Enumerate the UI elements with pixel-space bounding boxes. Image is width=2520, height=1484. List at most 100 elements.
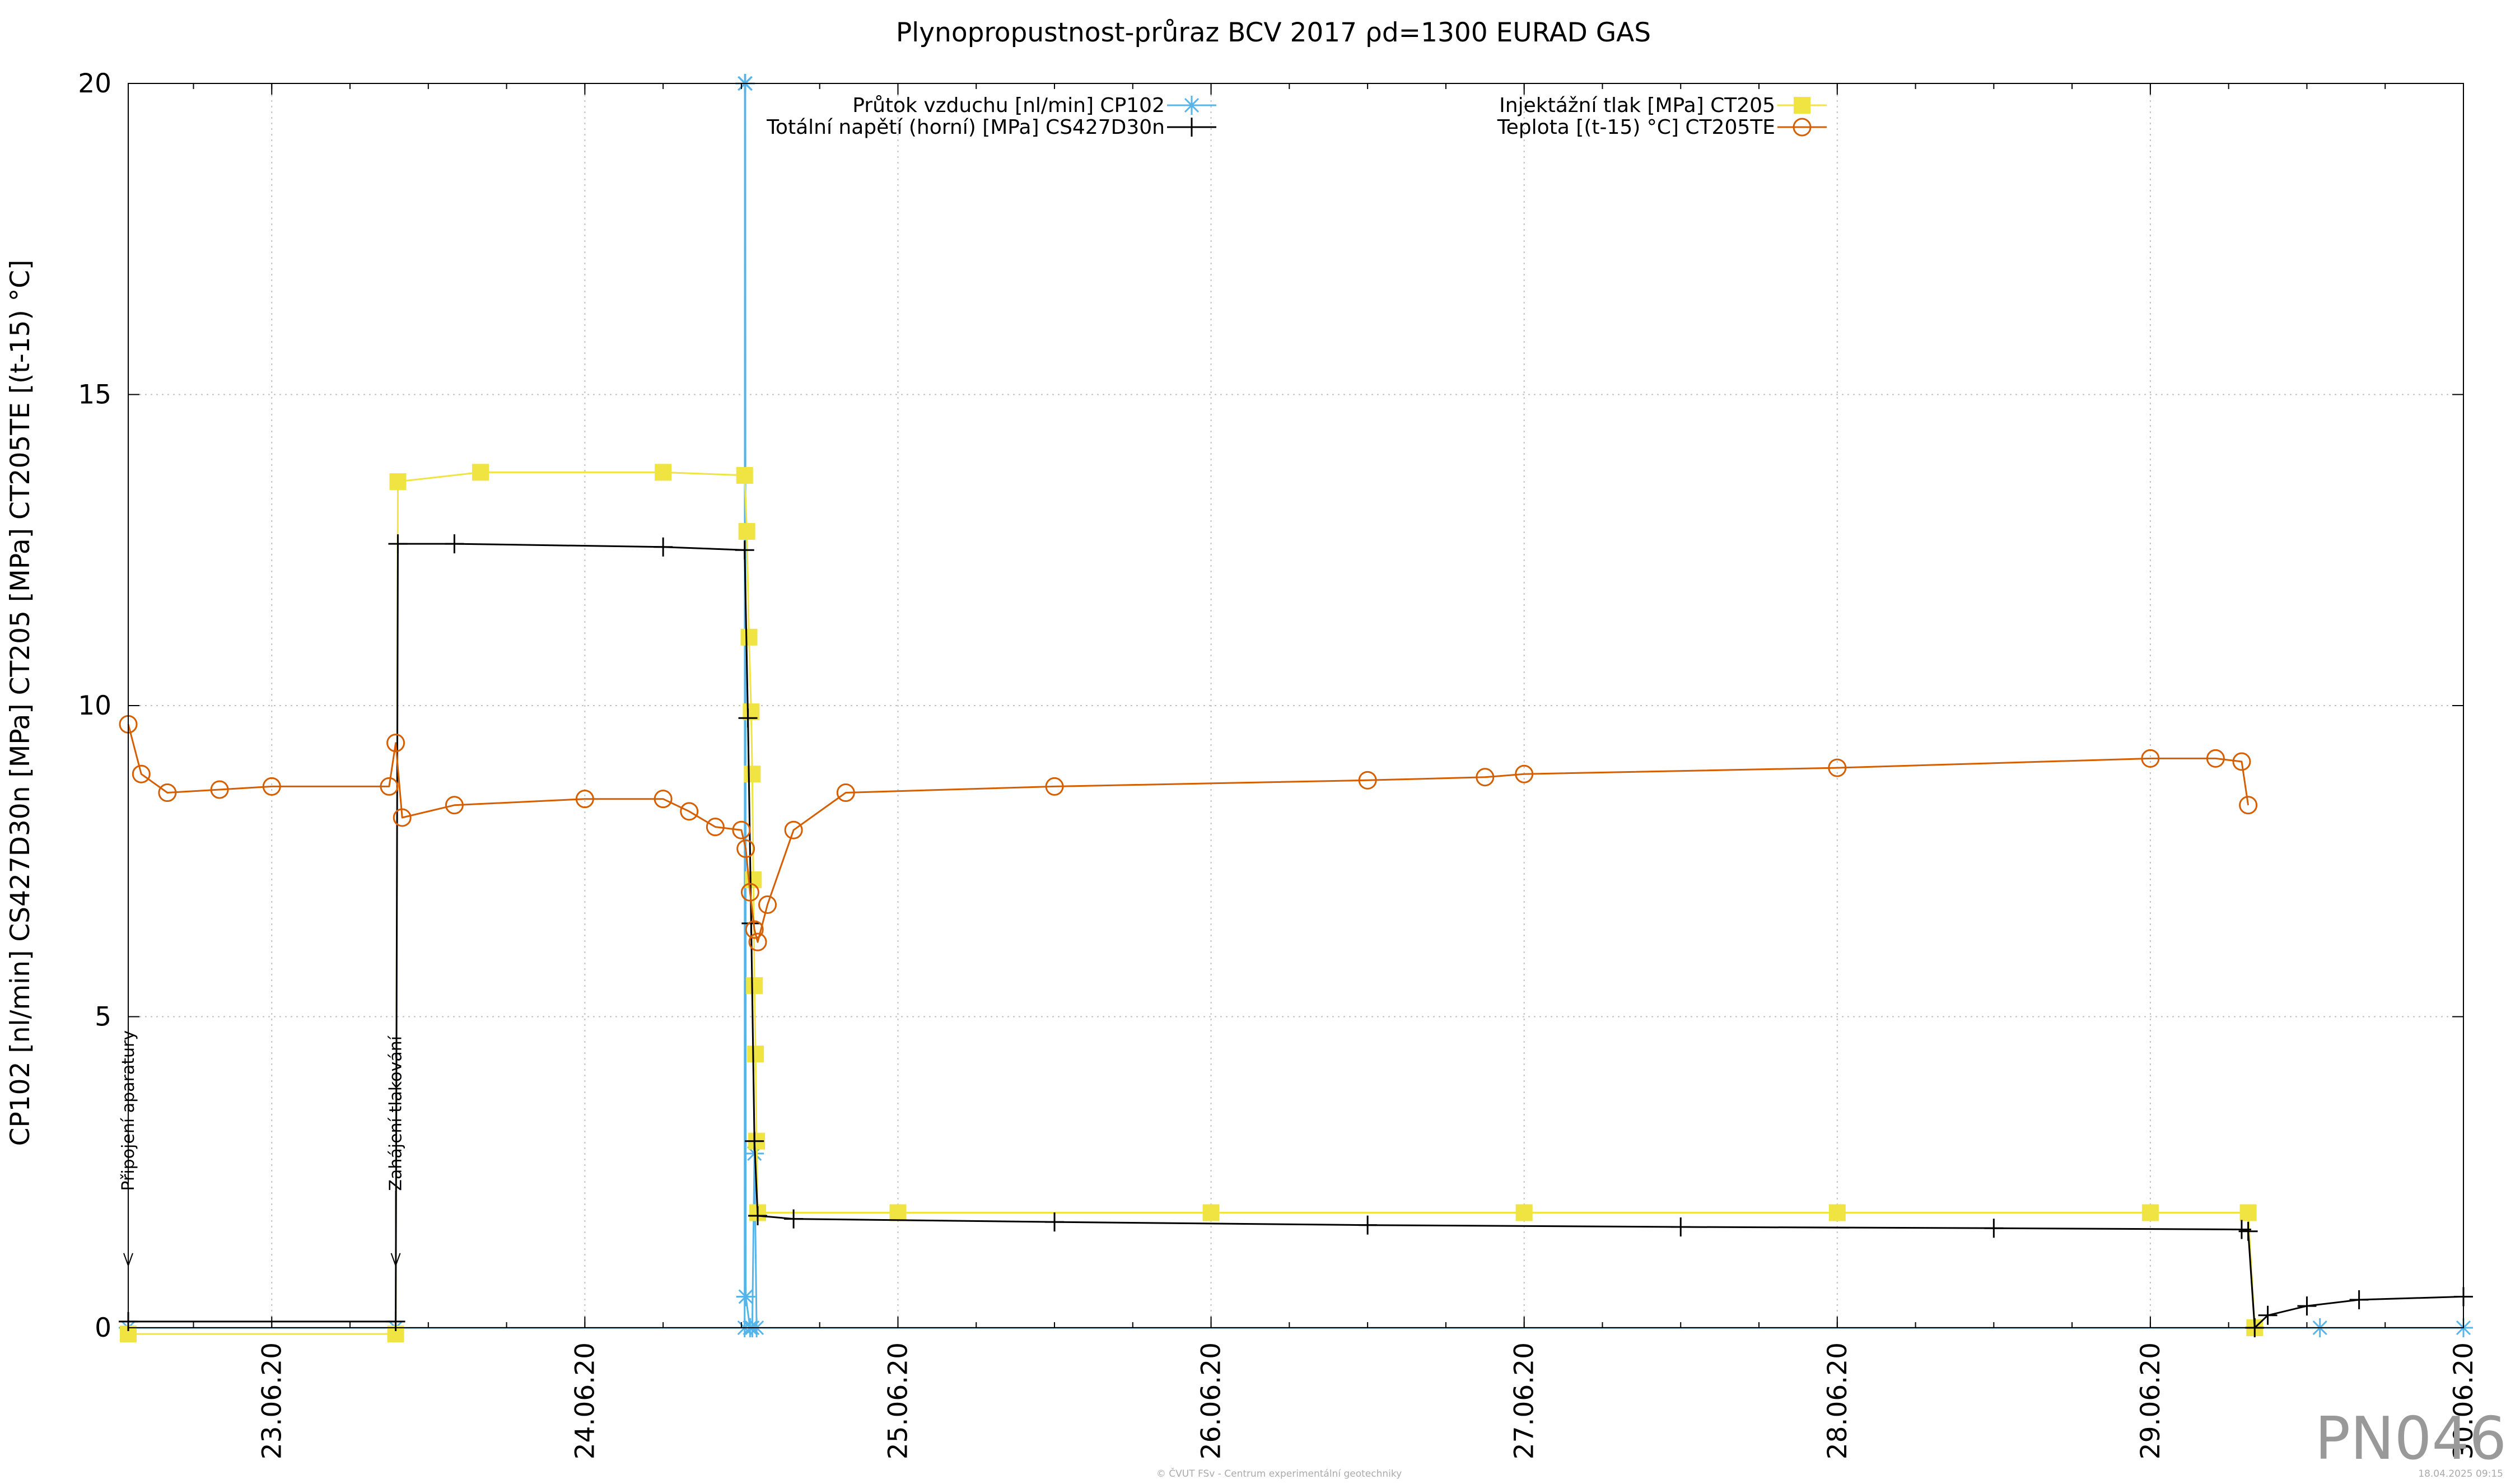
series-pressure-ct205-point <box>1515 1204 1533 1221</box>
legend-marker-series-stress-cs427d30n <box>1182 118 1201 137</box>
legend-marker-series-temperature-ct205te <box>1793 118 1812 137</box>
series-temperature-ct205te-point <box>736 839 755 858</box>
series-temperature-ct205te-point <box>1828 758 1847 777</box>
chart-title: Plynopropustnost-průraz BCV 2017 ρd=1300… <box>896 17 1651 48</box>
series-temperature-ct205te-point <box>380 777 399 796</box>
series-temperature-ct205te-point <box>386 734 405 753</box>
series-pressure-ct205-point <box>655 464 672 481</box>
series-pressure-ct205-point <box>1202 1204 1220 1221</box>
y-tick-label: 10 <box>78 690 111 721</box>
series-stress-cs427d30n-point <box>2258 1305 2278 1325</box>
x-tick-label: 30.06.20 <box>2448 1342 2479 1459</box>
grid <box>128 83 2463 1328</box>
series-stress-cs427d30n-point <box>445 534 464 554</box>
y-tick-label: 15 <box>78 380 111 410</box>
series-temperature-ct205te-point <box>706 818 725 837</box>
series-temperature-ct205te-point <box>1358 771 1377 790</box>
y-tick-label: 5 <box>95 1002 111 1033</box>
y-axis-label: CP102 [nl/min] CS427D30n [MPa] CT205 [MP… <box>5 260 36 1146</box>
series-stress-cs427d30n-point <box>745 1131 764 1151</box>
series-stress-cs427d30n-point <box>1045 1212 1065 1232</box>
x-tick-label: 23.06.20 <box>256 1342 287 1459</box>
series-temperature-ct205te-point <box>210 780 229 799</box>
series-temperature-ct205te-point <box>1476 768 1495 787</box>
series-stress-cs427d30n-point <box>2297 1296 2317 1316</box>
series-pressure-ct205-point <box>1828 1204 1846 1221</box>
series-stress-cs427d30n-line <box>128 543 2464 1329</box>
series-stress-cs427d30n-point <box>741 913 761 933</box>
annotations: Připojení aparatury Zahájení tlakování <box>119 1030 406 1267</box>
x-tick-label: 27.06.20 <box>1509 1342 1540 1459</box>
annotation-label-0: Připojení aparatury <box>119 1030 138 1191</box>
series-stress-cs427d30n-point <box>748 1206 768 1226</box>
legend-marker-series-flow-cp102 <box>1182 96 1201 115</box>
series-pressure-ct205-point <box>740 628 758 646</box>
series-stress-cs427d30n-point <box>1984 1219 2004 1238</box>
annotation-arrowhead-0 <box>123 1253 133 1267</box>
series-temperature-ct205te-point <box>158 783 177 802</box>
series-temperature-ct205te-point <box>758 895 777 914</box>
series-temperature-ct205te-point <box>745 920 764 939</box>
series-temperature-ct205te-point <box>1515 764 1534 783</box>
series-temperature-ct205te-point <box>575 790 594 809</box>
series-temperature-ct205te-point <box>784 820 803 839</box>
series-pressure-ct205-point <box>747 1046 764 1063</box>
footer-timestamp: 18.04.2025 09:15 <box>2418 1468 2503 1480</box>
series-pressure-ct205-point <box>738 522 755 540</box>
series-stress-cs427d30n-point <box>784 1209 804 1229</box>
series-pressure-ct205-point <box>736 466 753 484</box>
series-stress-cs427d30n-point <box>735 540 754 560</box>
series-temperature-ct205te-point <box>445 796 464 815</box>
series-stress-cs427d30n-point <box>2238 1221 2258 1241</box>
footer-credit: © ČVUT FSv - Centrum experimentální geot… <box>1156 1467 1402 1480</box>
annotation-label-1: Zahájení tlakování <box>386 1035 406 1191</box>
series-temperature-ct205te-point <box>680 802 699 821</box>
x-tick-label: 25.06.20 <box>883 1342 913 1459</box>
legend-label-series-temperature-ct205te: Teplota [(t-15) °C] CT205TE <box>1497 116 1775 139</box>
series-temperature-ct205te-point <box>732 820 751 839</box>
series-stress-cs427d30n-point <box>2349 1290 2369 1309</box>
series-temperature-ct205te-point <box>740 883 759 902</box>
axes: 0 5 10 15 20 23.06.20 24.06.20 25.06.20 26.06.20… <box>78 68 2479 1459</box>
series-pressure-ct205-point <box>889 1204 907 1221</box>
legend-label-series-stress-cs427d30n: Totální napětí (horní) [MPa] CS427D30n <box>766 116 1165 139</box>
series-stress-cs427d30n <box>119 534 2473 1337</box>
x-tick-label: 26.06.20 <box>1196 1342 1227 1459</box>
x-tick-label: 24.06.20 <box>570 1342 600 1459</box>
series-temperature-ct205te-point <box>2206 749 2225 768</box>
series-stress-cs427d30n-point <box>654 537 673 557</box>
x-tick-label: 28.06.20 <box>1822 1342 1853 1459</box>
legend-label-series-pressure-ct205: Injektážní tlak [MPa] CT205 <box>1499 94 1775 117</box>
watermark-label: PN046 <box>2315 1404 2507 1473</box>
y-tick-label: 0 <box>95 1313 111 1343</box>
series-flow-cp102-point <box>736 1287 755 1306</box>
series-temperature-ct205te-point <box>836 783 855 802</box>
series-temperature-ct205te-point <box>1045 777 1064 796</box>
series-temperature-ct205te-point <box>262 777 281 796</box>
series-temperature-ct205te-line <box>127 724 2250 943</box>
x-tick-label: 29.06.20 <box>2135 1342 2166 1459</box>
legend-label-series-flow-cp102: Průtok vzduchu [nl/min] CP102 <box>852 94 1165 117</box>
series-pressure-ct205-point <box>746 977 763 994</box>
series-temperature-ct205te-point <box>2141 749 2160 768</box>
series-pressure-ct205-point <box>2141 1204 2159 1221</box>
series-temperature-ct205te-point <box>132 764 151 783</box>
series-pressure-ct205-point <box>472 464 489 481</box>
series-temperature-ct205te-point <box>2232 752 2251 771</box>
series-pressure-ct205-line <box>128 471 2256 1335</box>
legend-marker-series-pressure-ct205 <box>1794 97 1810 114</box>
series-stress-cs427d30n-point <box>738 708 758 728</box>
series-pressure-ct205-point <box>2239 1204 2257 1221</box>
series-temperature-ct205te-point <box>654 790 673 809</box>
series-stress-cs427d30n-point <box>1358 1215 1378 1235</box>
series-temperature-ct205te-point <box>748 932 767 951</box>
series-pressure-ct205-point <box>389 473 407 491</box>
y-tick-label: 20 <box>78 68 111 99</box>
series-stress-cs427d30n-point <box>1671 1217 1691 1237</box>
series-temperature-ct205te-point <box>393 808 412 827</box>
annotation-arrowhead-1 <box>390 1253 401 1267</box>
series-stress-cs427d30n-point <box>388 534 408 554</box>
